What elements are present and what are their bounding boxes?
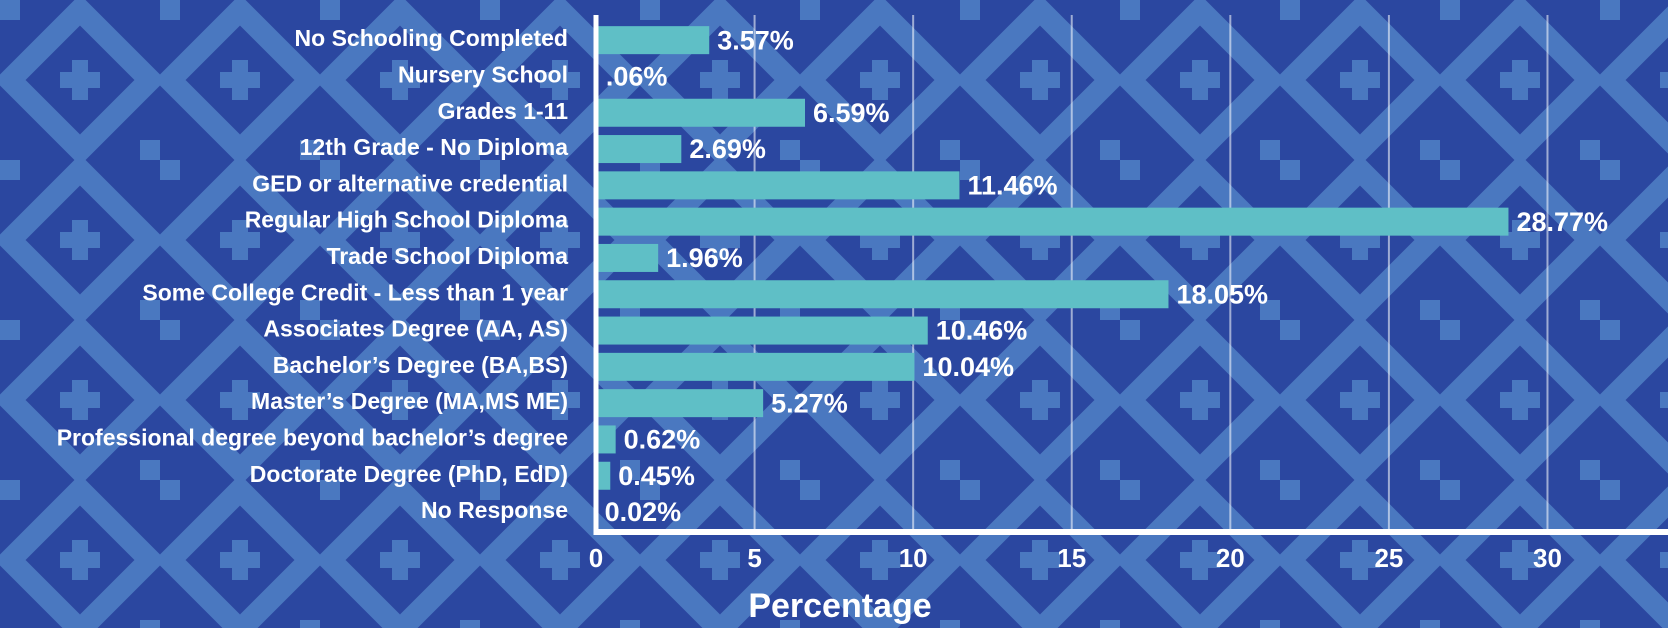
bar [596, 461, 611, 490]
x-tick-label: 5 [747, 543, 761, 573]
bar [596, 243, 659, 272]
y-tick-label: Bachelor’s Degree (BA,BS) [273, 352, 568, 378]
value-label: 10.46% [936, 316, 1028, 346]
bar [596, 98, 806, 127]
bar [596, 389, 764, 418]
bar [596, 171, 960, 200]
bar [596, 316, 928, 345]
value-label: 0.02% [605, 497, 682, 527]
bar [596, 352, 915, 381]
value-label: 0.45% [618, 461, 695, 491]
value-label: 2.69% [689, 134, 766, 164]
bar [596, 207, 1509, 236]
x-tick-label: 30 [1533, 543, 1562, 573]
bar [596, 280, 1169, 309]
value-label: 10.04% [922, 352, 1014, 382]
x-tick-label: 15 [1057, 543, 1086, 573]
x-tick-label: 25 [1374, 543, 1403, 573]
y-tick-label: Grades 1-11 [438, 98, 569, 124]
x-tick-label: 20 [1216, 543, 1245, 573]
value-label: 1.96% [666, 243, 743, 273]
y-tick-label: Master’s Degree (MA,MS ME) [251, 388, 568, 414]
value-label: 6.59% [813, 98, 890, 128]
x-tick-label: 0 [589, 543, 603, 573]
value-label: 3.57% [717, 25, 794, 55]
value-label: 28.77% [1516, 207, 1608, 237]
y-tick-label: Some College Credit - Less than 1 year [142, 279, 568, 305]
x-tick-label: 10 [899, 543, 928, 573]
y-tick-label: Professional degree beyond bachelor’s de… [57, 425, 568, 451]
bar [596, 26, 710, 55]
value-label: 18.05% [1176, 279, 1268, 309]
value-label: 11.46% [967, 170, 1057, 200]
y-tick-label: Regular High School Diploma [245, 207, 569, 233]
y-tick-label: GED or alternative credential [252, 170, 568, 196]
y-tick-label: 12th Grade - No Diploma [300, 134, 569, 160]
y-tick-label: No Schooling Completed [295, 25, 568, 51]
value-label: .06% [606, 62, 668, 92]
value-label: 5.27% [771, 388, 848, 418]
y-tick-label: Nursery School [398, 62, 568, 88]
value-label: 0.62% [624, 425, 701, 455]
y-tick-label: Doctorate Degree (PhD, EdD) [250, 461, 568, 487]
bar [596, 135, 682, 164]
y-tick-label: Associates Degree (AA, AS) [263, 316, 568, 342]
y-tick-label: No Response [421, 497, 568, 523]
x-axis-title: Percentage [748, 587, 931, 625]
y-tick-label: Trade School Diploma [326, 243, 568, 269]
bar [596, 425, 616, 454]
